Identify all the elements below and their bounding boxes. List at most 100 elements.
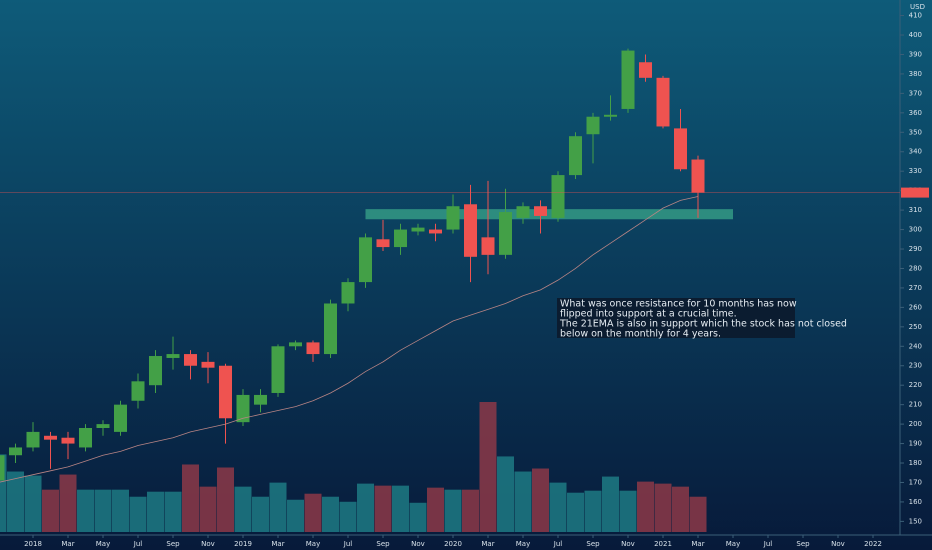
- x-tick-label: 2018: [24, 540, 42, 548]
- last-price-marker: [901, 187, 929, 198]
- volume-bar: [147, 491, 164, 532]
- candle-body: [499, 212, 512, 255]
- volume-bar: [59, 474, 77, 532]
- y-tick-label: 160: [909, 498, 922, 506]
- volume-bar: [129, 496, 147, 532]
- volume-bar: [322, 496, 339, 532]
- candle-body: [376, 239, 390, 248]
- volume-bar: [532, 468, 549, 532]
- candle-body: [131, 381, 145, 401]
- x-tick-label: 2021: [654, 540, 672, 548]
- candle-body: [656, 77, 670, 127]
- volume-bar: [234, 486, 252, 532]
- volume-bar: [24, 475, 42, 532]
- volume-bar: [584, 490, 602, 532]
- y-tick-label: 330: [909, 167, 922, 175]
- candle-body: [306, 342, 320, 355]
- y-tick-label: 370: [909, 89, 922, 97]
- candle-body: [341, 282, 355, 304]
- y-tick-label: 250: [909, 323, 922, 331]
- volume-bar: [654, 483, 672, 532]
- volume-bar: [602, 476, 619, 532]
- volume-bar: [409, 502, 427, 532]
- candle-body: [516, 206, 530, 218]
- x-tick-label: Sep: [166, 540, 180, 548]
- candle-body: [411, 227, 425, 232]
- x-tick-label: Sep: [796, 540, 810, 548]
- candle-body: [324, 303, 337, 355]
- candle-body: [9, 447, 22, 456]
- candle-body: [149, 356, 162, 386]
- volume-bar: [444, 489, 462, 532]
- candle-body: [44, 435, 57, 440]
- x-tick-label: Sep: [376, 540, 390, 548]
- candle-body: [481, 237, 495, 255]
- y-tick-label: 410: [909, 12, 922, 20]
- x-tick-label: 2022: [864, 540, 882, 548]
- y-tick-label: 180: [909, 459, 922, 467]
- y-tick-label: 220: [909, 381, 922, 389]
- x-tick-label: 2020: [444, 540, 462, 548]
- volume-bar: [479, 402, 497, 532]
- x-tick-label: May: [726, 540, 740, 548]
- y-tick-label: 150: [909, 517, 922, 525]
- candle-body: [114, 404, 127, 432]
- candle-body: [359, 237, 372, 283]
- x-tick-label: May: [306, 540, 320, 548]
- y-tick-label: 380: [909, 70, 922, 78]
- x-tick-label: May: [96, 540, 110, 548]
- candle-body: [271, 346, 285, 393]
- y-tick-label: 340: [909, 148, 922, 156]
- candle-body: [96, 424, 110, 428]
- candle-body: [534, 206, 547, 216]
- x-tick-label: Mar: [271, 540, 284, 548]
- support-zone: [365, 209, 733, 220]
- candle-body: [551, 175, 565, 218]
- x-tick-label: Mar: [61, 540, 74, 548]
- volume-bar: [7, 471, 24, 532]
- volume-bar: [182, 464, 199, 532]
- y-tick-label: 200: [909, 420, 922, 428]
- candle-body: [166, 354, 180, 358]
- candle-body: [0, 455, 5, 481]
- annotation-text: The 21EMA is also in support which the s…: [559, 319, 847, 330]
- y-tick-label: 260: [909, 303, 922, 311]
- x-tick-label: Jul: [343, 540, 353, 548]
- x-tick-label: 2019: [234, 540, 252, 548]
- y-tick-label: 280: [909, 264, 922, 272]
- candle-body: [201, 361, 215, 368]
- volume-bar: [217, 467, 234, 532]
- candle-body: [429, 229, 442, 234]
- y-tick-label: 230: [909, 362, 922, 370]
- y-tick-label: 350: [909, 128, 922, 136]
- volume-bar: [339, 501, 357, 532]
- volume-bar: [549, 482, 567, 532]
- candle-body: [26, 431, 40, 448]
- candle-body: [691, 159, 705, 193]
- annotation-text: What was once resistance for 10 months h…: [560, 299, 797, 310]
- volume-bar: [164, 491, 182, 532]
- volume-bar: [112, 489, 129, 532]
- candle-body: [289, 342, 302, 347]
- volume-bar: [357, 483, 374, 532]
- volume-bar: [427, 487, 444, 532]
- volume-bar: [42, 489, 59, 532]
- volume-bar: [287, 499, 304, 532]
- x-tick-label: Mar: [481, 540, 494, 548]
- x-tick-label: Nov: [411, 540, 425, 548]
- volume-bar: [269, 482, 287, 532]
- y-tick-label: 240: [909, 342, 922, 350]
- ema-line: [0, 196, 699, 483]
- volume-bar: [672, 486, 689, 532]
- candle-body: [184, 354, 197, 366]
- candle-body: [586, 116, 600, 135]
- x-tick-label: Jul: [763, 540, 773, 548]
- candle-body: [569, 136, 582, 176]
- volume-bar: [637, 481, 654, 532]
- volume-bar: [689, 496, 707, 532]
- candle-body: [674, 128, 687, 170]
- y-tick-label: 390: [909, 50, 922, 58]
- volume-bar: [304, 493, 322, 532]
- volume-bar: [77, 489, 94, 532]
